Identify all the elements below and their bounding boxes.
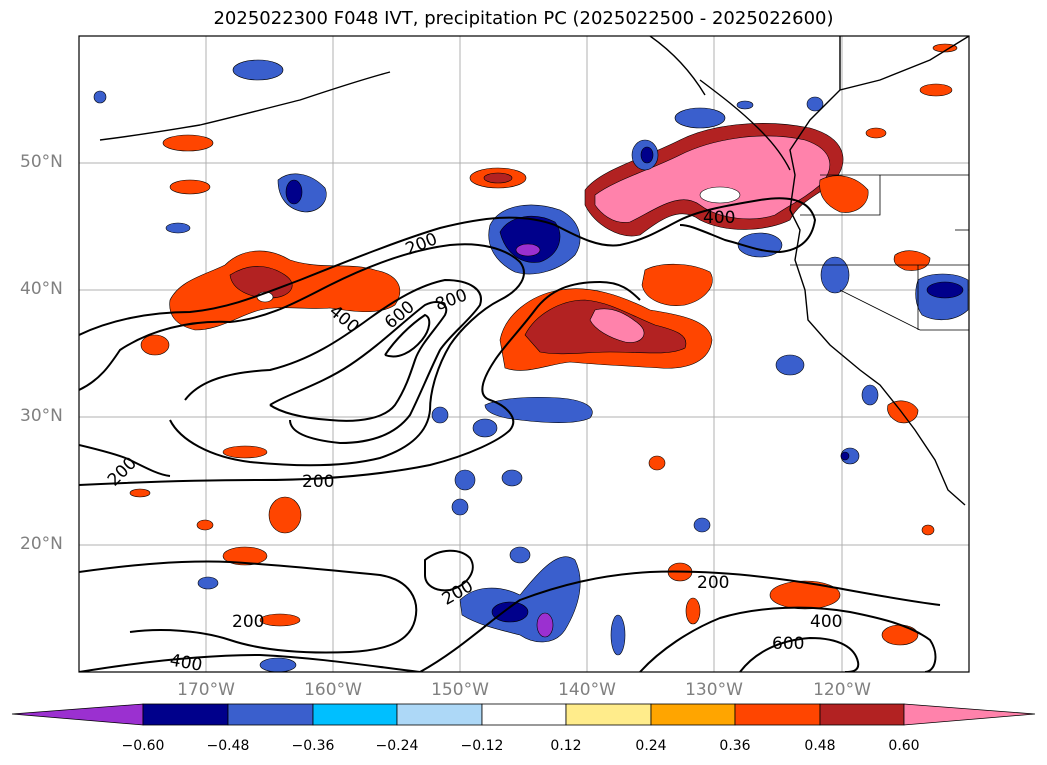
ivt-contours	[79, 197, 941, 672]
lon-label: 130°W	[685, 680, 743, 700]
colorbar-bin	[142, 703, 229, 726]
lon-label: 160°W	[304, 680, 362, 700]
contour-label: 200	[232, 612, 264, 632]
colorbar-bin	[650, 703, 736, 726]
lat-label: 20°N	[20, 534, 63, 554]
state-borders	[790, 174, 969, 331]
contour-label: 400	[810, 612, 842, 632]
chart-title: 2025022300 F048 IVT, precipitation PC (2…	[213, 8, 834, 29]
coastlines	[99, 36, 969, 506]
colorbar-bin	[481, 703, 567, 726]
colorbar-bin	[312, 703, 398, 726]
colorbar-extend-high	[903, 703, 1036, 726]
colorbar-tick-label: 0.60	[888, 738, 920, 754]
contour-label: 200	[697, 573, 729, 593]
lon-label: 120°W	[813, 680, 871, 700]
colorbar-tick-label: −0.48	[206, 738, 250, 754]
colorbar-bin	[819, 703, 905, 726]
lat-label: 30°N	[20, 406, 63, 426]
colorbar-tick-label: −0.12	[460, 738, 504, 754]
colorbar-bin	[396, 703, 483, 726]
colorbar-tick-label: 0.12	[550, 738, 582, 754]
contour-label: 200	[302, 472, 334, 492]
positive-precip-regions	[129, 43, 958, 646]
lon-label: 150°W	[431, 680, 489, 700]
lon-label: 140°W	[558, 680, 616, 700]
colorbar-bin	[565, 703, 652, 726]
colorbar-tick-label: −0.36	[291, 738, 335, 754]
lon-label: 170°W	[177, 680, 235, 700]
lat-label: 40°N	[20, 279, 63, 299]
colorbar-tick-label: −0.24	[375, 738, 419, 754]
colorbar-tick-label: 0.36	[719, 738, 751, 754]
contour-label: 600	[772, 634, 804, 654]
contour-label: 400	[703, 208, 735, 228]
colorbar-extend-low	[11, 703, 144, 726]
colorbar	[11, 703, 1036, 726]
colorbar-tick-label: 0.24	[635, 738, 667, 754]
colorbar-bin	[227, 703, 314, 726]
colorbar-tick-label: 0.48	[804, 738, 836, 754]
colorbar-tick-label: −0.60	[121, 738, 165, 754]
plot-frame	[78, 35, 970, 673]
colorbar-bin	[734, 703, 821, 726]
lat-label: 50°N	[20, 152, 63, 172]
